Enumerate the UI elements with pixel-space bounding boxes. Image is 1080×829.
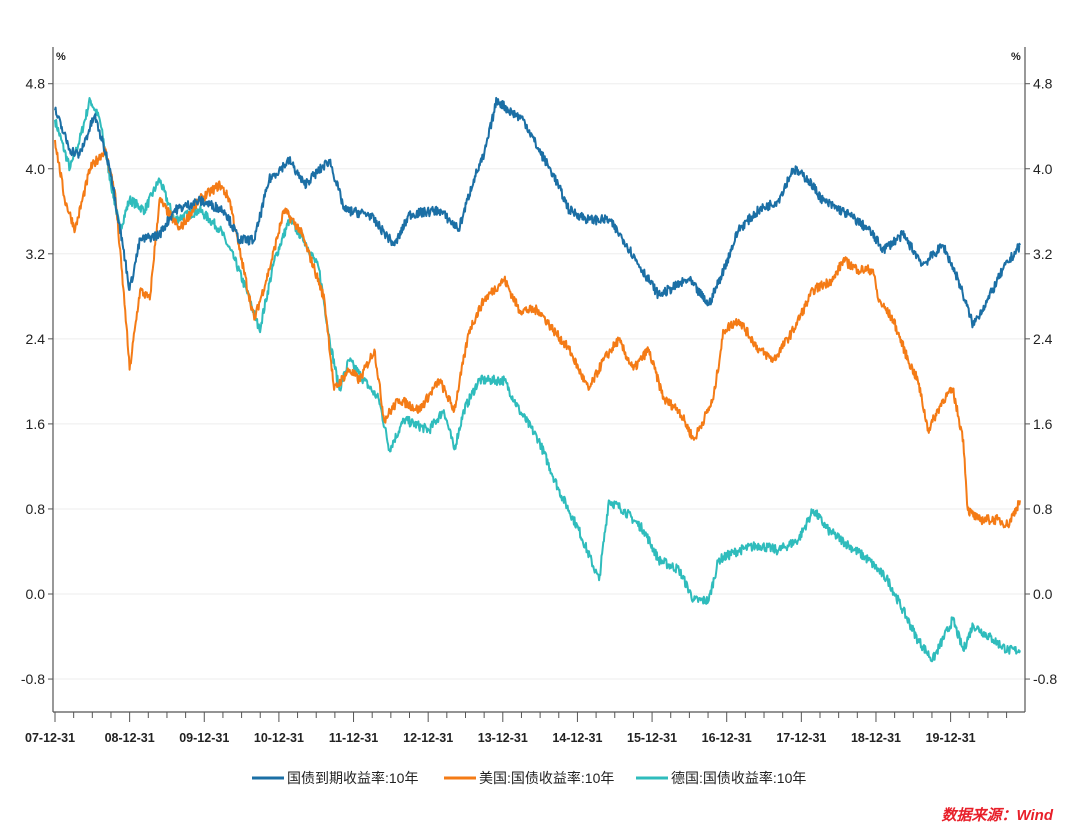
x-tick-label: 17-12-31 bbox=[776, 731, 826, 745]
left-y-tick-label: 4.0 bbox=[26, 161, 46, 177]
series-line-0 bbox=[54, 96, 1021, 329]
right-y-tick-label: 2.4 bbox=[1033, 331, 1053, 347]
left-y-tick-label: 1.6 bbox=[26, 416, 46, 432]
source-note: 数据来源：Wind bbox=[941, 807, 1053, 824]
x-tick-label: 07-12-31 bbox=[25, 731, 75, 745]
x-tick-label: 18-12-31 bbox=[851, 731, 901, 745]
right-y-tick-label: 1.6 bbox=[1033, 416, 1053, 432]
left-y-unit-label: % bbox=[56, 51, 66, 63]
gridlines bbox=[53, 83, 1025, 680]
x-tick-label: 10-12-31 bbox=[254, 731, 304, 745]
left-y-tick-label: 2.4 bbox=[26, 331, 46, 347]
left-y-tick-label: -0.8 bbox=[21, 671, 45, 687]
right-y-tick-label: -0.8 bbox=[1033, 671, 1057, 687]
axes: 4.8 4.8 4.0 4.0 3.2 3.2 2.4 2.4 1.6 1.6 0.8 0.8 0.0 0… bbox=[21, 47, 1057, 745]
left-y-tick-label: 0.8 bbox=[26, 501, 46, 517]
legend-label-0: 国债到期收益率:10年 bbox=[287, 770, 418, 786]
x-tick-label: 08-12-31 bbox=[105, 731, 155, 745]
legend-label-1: 美国:国债收益率:10年 bbox=[479, 770, 614, 786]
right-y-tick-label: 3.2 bbox=[1033, 246, 1053, 262]
right-y-unit-label: % bbox=[1011, 51, 1021, 63]
x-tick-label: 13-12-31 bbox=[478, 731, 528, 745]
right-y-tick-label: 0.8 bbox=[1033, 501, 1053, 517]
x-tick-label: 09-12-31 bbox=[179, 731, 229, 745]
legend: 国债到期收益率:10年 美国:国债收益率:10年 德国:国债收益率:10年 bbox=[252, 770, 806, 786]
x-tick-label: 11-12-31 bbox=[329, 731, 378, 745]
series-line-2 bbox=[54, 97, 1021, 663]
series-line-1 bbox=[54, 139, 1021, 529]
right-y-tick-label: 0.0 bbox=[1033, 586, 1053, 602]
x-tick-label: 12-12-31 bbox=[403, 731, 453, 745]
right-y-tick-label: 4.8 bbox=[1033, 76, 1053, 92]
left-y-tick-label: 3.2 bbox=[26, 246, 46, 262]
x-tick-label: 16-12-31 bbox=[702, 731, 752, 745]
series-lines bbox=[54, 96, 1021, 663]
x-tick-label: 19-12-31 bbox=[926, 731, 976, 745]
left-y-tick-label: 4.8 bbox=[26, 76, 46, 92]
x-tick-label: 15-12-31 bbox=[627, 731, 677, 745]
left-y-tick-label: 0.0 bbox=[26, 586, 46, 602]
right-y-tick-label: 4.0 bbox=[1033, 161, 1053, 177]
legend-label-2: 德国:国债收益率:10年 bbox=[671, 770, 806, 786]
x-tick-label: 14-12-31 bbox=[552, 731, 602, 745]
